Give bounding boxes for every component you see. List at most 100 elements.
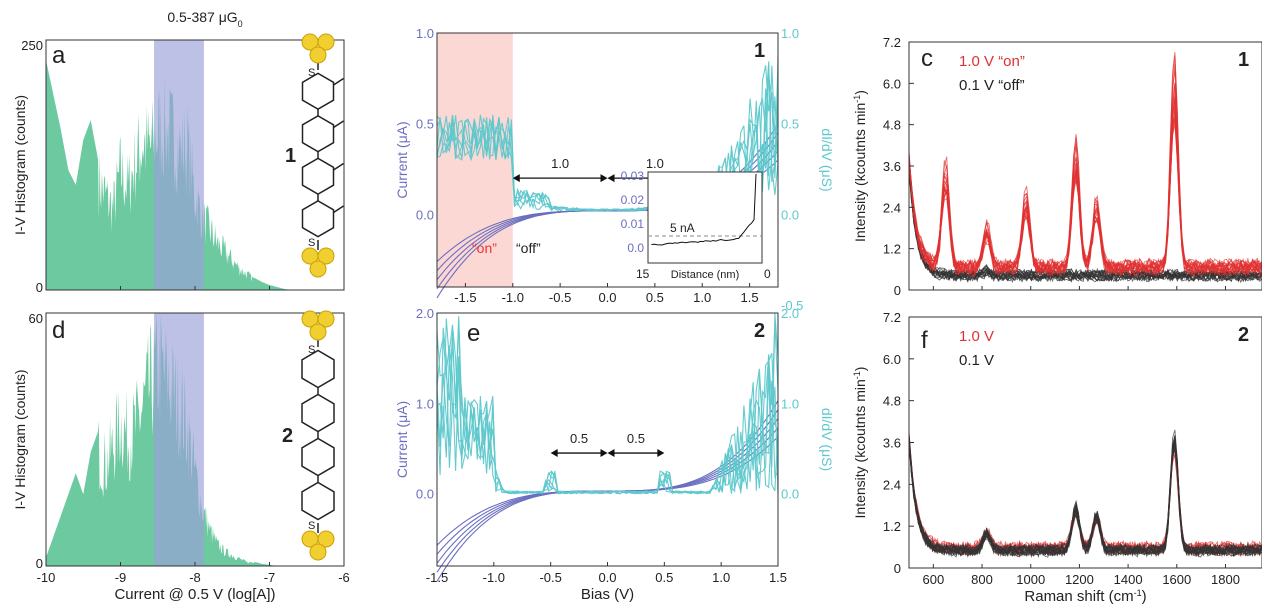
- window-label: 0.5-387 μG0: [167, 9, 242, 29]
- exponent: -1: [852, 371, 862, 379]
- gold-atom: [309, 260, 327, 278]
- raman-off-spectrum: [908, 434, 1262, 557]
- raman-off-spectrum: [908, 437, 1262, 556]
- ytick-label: 2.4: [883, 200, 901, 215]
- on-region: [437, 33, 513, 287]
- xtick-label: 0.0: [598, 570, 616, 585]
- legend-entry-off: 0.1 V “off”: [959, 77, 1025, 94]
- gold-atom: [317, 247, 335, 265]
- gap-label: 0.5: [570, 431, 588, 446]
- gold-atom: [309, 543, 327, 561]
- xtick-label: 0.0: [598, 290, 616, 305]
- raman-on-spectrum: [908, 116, 1262, 272]
- molecule-number: 1: [754, 40, 765, 62]
- gold-cluster-bottom: [301, 247, 335, 278]
- xtick-label: 0.5: [655, 570, 673, 585]
- arrow-head: [607, 449, 615, 458]
- inset-xtick-label: 0: [764, 267, 771, 281]
- raman-on-spectrum: [908, 83, 1262, 278]
- inset-ytick-label: 0.01: [621, 217, 645, 231]
- inset-ytick-label: 0.03: [621, 169, 645, 183]
- y-axis-label: Intensity (kcoutnts min-1): [852, 90, 868, 242]
- raman-on-spectrum: [908, 438, 1262, 555]
- ytick-label-right: 1.0: [781, 26, 799, 41]
- gold-atom: [309, 323, 327, 341]
- raman-on-spectrum: [908, 433, 1262, 554]
- arrow-head: [657, 449, 665, 458]
- xtick-label: 1.0: [712, 570, 730, 585]
- xtick-label: -1.0: [483, 570, 505, 585]
- xtick-label: -9: [115, 570, 127, 585]
- raman-on-spectrum: [908, 438, 1262, 556]
- raman-on-spectrum: [908, 102, 1262, 274]
- arrow-head: [550, 449, 558, 458]
- ytick-label: 6.0: [883, 352, 901, 367]
- panel-letter-a: a: [52, 42, 66, 69]
- inset-xtick-label: 15: [636, 267, 650, 281]
- ytick-label: 2.4: [883, 477, 901, 492]
- ytick-label: 0: [894, 283, 901, 298]
- raman-on-spectrum: [908, 71, 1262, 273]
- gold-atom: [317, 310, 335, 328]
- ytick-label-right: -0.5: [781, 298, 803, 313]
- raman-off-spectrum: [908, 436, 1262, 556]
- raman-on-spectrum: [908, 434, 1262, 557]
- raman-off-spectrum: [908, 435, 1262, 555]
- ytick-label: 4.8: [883, 394, 901, 409]
- y-axis-label: I-V Histogram (counts): [12, 95, 28, 235]
- ytick-label: 0: [36, 280, 43, 295]
- label-part: ): [1142, 588, 1147, 605]
- raman-off-spectrum: [908, 429, 1262, 557]
- x-axis-label: Raman shift (cm-1): [1024, 588, 1146, 605]
- molecule-number: 2: [754, 320, 765, 342]
- xtick-label: 1.5: [769, 570, 787, 585]
- legend-entry-on: 1.0 V “on”: [959, 53, 1025, 70]
- xtick-label: -1.5: [426, 570, 448, 585]
- raman-off-spectrum: [908, 435, 1262, 557]
- raman-on-spectrum: [908, 82, 1262, 278]
- raman-off-spectrum: [908, 437, 1262, 558]
- current-trace: [436, 400, 779, 582]
- xtick-label: 1200: [1065, 572, 1094, 587]
- raman-on-spectrum: [908, 437, 1262, 557]
- molecule-number: 1: [1238, 49, 1249, 71]
- ytick-label: 7.2: [883, 310, 901, 325]
- conductance-window-d: [154, 313, 204, 566]
- sulfur-label: S: [308, 520, 315, 532]
- ytick-label: 3.6: [883, 159, 901, 174]
- inset-frame: [647, 171, 763, 264]
- panel-letter-f: f: [921, 327, 928, 354]
- raman-on-spectrum: [908, 97, 1262, 273]
- inset-ytick-label: 0.02: [621, 193, 645, 207]
- raman-off-spectrum: [908, 443, 1262, 558]
- xtick-label: 0.5: [646, 290, 664, 305]
- xtick-label: -1.0: [502, 290, 524, 305]
- xtick-label: -0.5: [539, 570, 561, 585]
- raman-on-spectrum: [908, 431, 1262, 557]
- raman-off-spectrum: [908, 437, 1262, 557]
- gap-label: 1.0: [646, 156, 664, 171]
- ytick-label: 0.0: [416, 487, 434, 502]
- didv-trace: [436, 327, 779, 495]
- xtick-label: 1600: [1162, 572, 1191, 587]
- ytick-label-right: 0.0: [781, 487, 799, 502]
- gold-atom: [309, 46, 327, 64]
- legend-entry-off: 0.1 V: [959, 352, 994, 369]
- gold-atom: [317, 530, 335, 548]
- on-label: “on”: [472, 240, 497, 256]
- methyl-group: [333, 120, 344, 129]
- inset-x-axis-label: Distance (nm): [671, 269, 739, 281]
- x-axis-label: Current @ 0.5 V (log[A]): [114, 586, 275, 603]
- raman-off-spectrum: [908, 434, 1262, 558]
- ytick-label: 1.0: [416, 396, 434, 411]
- ytick-label: 0: [894, 561, 901, 576]
- raman-on-spectrum: [908, 438, 1262, 558]
- raman-on-spectrum: [908, 433, 1262, 555]
- ytick-label-right: 2.0: [781, 306, 799, 321]
- methyl-group: [333, 77, 344, 86]
- xtick-label: 1.0: [693, 290, 711, 305]
- benzene-ring: [301, 349, 335, 389]
- y-axis-label-right: dI/dV (μS): [819, 408, 835, 471]
- raman-off-spectrum: [908, 434, 1262, 557]
